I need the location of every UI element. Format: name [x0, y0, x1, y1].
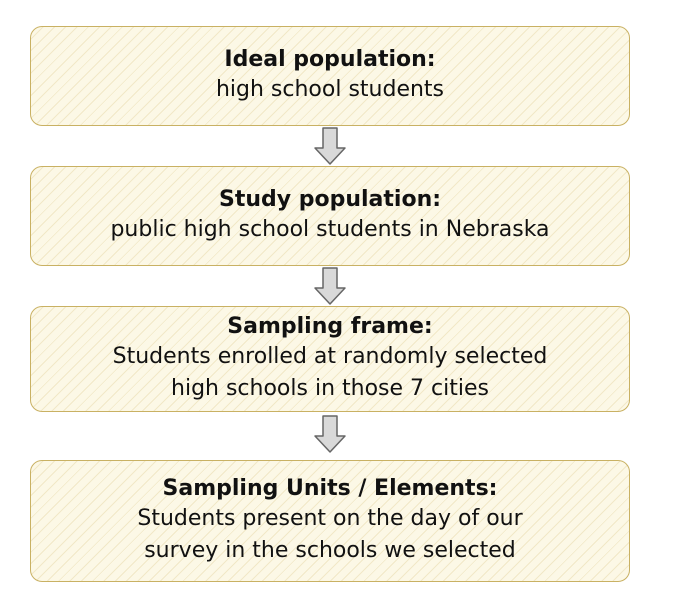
- box-text: public high school students in Nebraska: [110, 217, 550, 242]
- box-title: Sampling Units / Elements:: [162, 476, 498, 501]
- sampling-frame-box: Sampling frame: Students enrolled at ran…: [30, 306, 630, 412]
- box-text: survey in the schools we selected: [144, 538, 516, 563]
- study-population-box: Study population: public high school stu…: [30, 166, 630, 266]
- sampling-units-box: Sampling Units / Elements: Students pres…: [30, 460, 630, 582]
- box-title: Study population:: [218, 187, 442, 212]
- ideal-population-box: Ideal population: high school students: [30, 26, 630, 126]
- box-title: Ideal population:: [224, 47, 436, 72]
- down-arrow-icon: [314, 415, 346, 453]
- box-text: Students enrolled at randomly selected: [112, 344, 548, 369]
- down-arrow-icon: [314, 127, 346, 165]
- box-text: Students present on the day of our: [137, 506, 523, 531]
- down-arrow-icon: [314, 267, 346, 305]
- box-text: high school students: [215, 77, 445, 102]
- box-title: Sampling frame:: [227, 314, 433, 339]
- box-text: high schools in those 7 cities: [171, 376, 489, 401]
